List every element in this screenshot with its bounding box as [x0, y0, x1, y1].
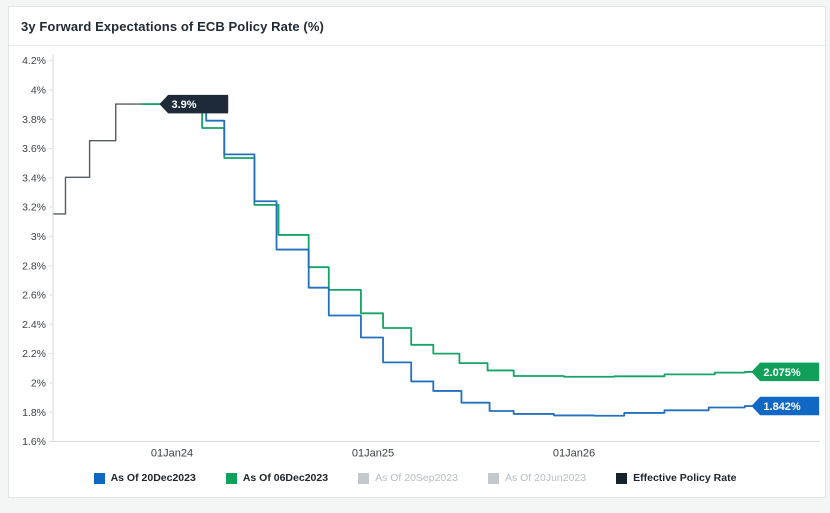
legend-item-effective-policy-rate[interactable]: Effective Policy Rate: [616, 472, 736, 484]
legend-swatch-icon: [616, 472, 628, 484]
chart-legend: As Of 20Dec2023 As Of 06Dec2023 As Of 20Se…: [0, 472, 830, 484]
legend-swatch-icon: [93, 472, 105, 484]
legend-label: Effective Policy Rate: [633, 472, 737, 484]
legend-swatch-icon: [487, 472, 499, 484]
chart-header: 3y Forward Expectations of ECB Policy Ra…: [9, 7, 825, 46]
chart-title: 3y Forward Expectations of ECB Policy Ra…: [21, 19, 324, 34]
header-divider: [9, 45, 825, 46]
legend-label: As Of 20Sep2023: [375, 472, 458, 484]
legend-item-as-of-20sep2023[interactable]: As Of 20Sep2023: [358, 472, 458, 484]
legend-label: As Of 20Jun2023: [504, 472, 587, 484]
legend-label: As Of 06Dec2023: [242, 472, 329, 484]
legend-item-as-of-06dec2023[interactable]: As Of 06Dec2023: [225, 472, 329, 484]
legend-swatch-icon: [225, 472, 237, 484]
chart-card: 3y Forward Expectations of ECB Policy Ra…: [8, 6, 826, 498]
legend-label: As Of 20Dec2023: [110, 472, 196, 484]
legend-swatch-icon: [358, 472, 370, 484]
legend-item-as-of-20dec2023[interactable]: As Of 20Dec2023: [93, 472, 196, 484]
legend-item-as-of-20jun2023[interactable]: As Of 20Jun2023: [487, 472, 587, 484]
